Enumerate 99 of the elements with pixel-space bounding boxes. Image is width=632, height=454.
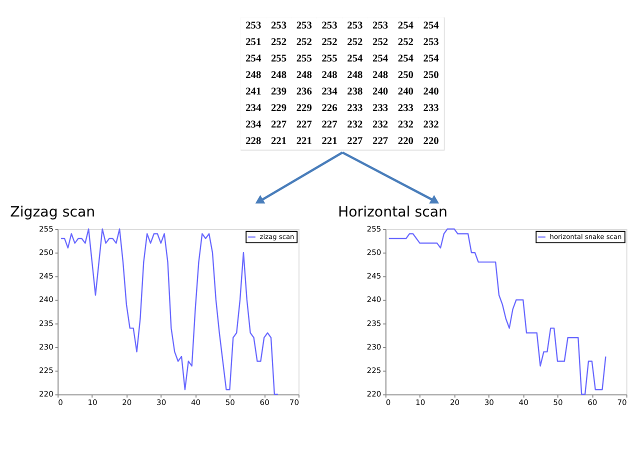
data-label: 253 (296, 20, 312, 32)
x-tick-label: 50 (225, 398, 236, 408)
data-label: 233 (423, 103, 439, 114)
data-label: 228 (246, 136, 262, 148)
data-label: 254 (423, 20, 439, 32)
data-label: 233 (372, 103, 388, 114)
x-tick-label: 60 (588, 398, 598, 408)
data-label: 250 (423, 70, 439, 82)
data-label: 248 (246, 70, 262, 82)
data-label: 226 (322, 103, 338, 114)
x-tick-label: 20 (450, 398, 460, 408)
data-label: 253 (372, 20, 388, 32)
data-label: 221 (322, 136, 338, 148)
data-label: 234 (246, 103, 262, 114)
y-tick-label: 225 (38, 366, 54, 376)
data-label: 254 (423, 54, 439, 65)
y-tick-label: 240 (38, 295, 54, 304)
data-label: 254 (347, 54, 363, 65)
data-label: 240 (423, 86, 439, 98)
x-tick-label: 0 (58, 398, 64, 408)
data-label: 252 (270, 37, 287, 48)
data-label: 240 (398, 86, 414, 98)
data-label: 255 (270, 54, 287, 65)
data-label: 252 (372, 37, 388, 48)
data-label: 255 (296, 54, 312, 65)
data-label: 227 (270, 120, 287, 131)
data-label: 252 (347, 37, 363, 48)
y-tick-label: 250 (366, 248, 382, 257)
line-series (60, 228, 278, 395)
data-label: 252 (322, 37, 338, 48)
y-tick-label: 230 (38, 342, 54, 352)
data-label: 227 (372, 136, 388, 148)
data-label: 248 (296, 70, 312, 82)
data-label: 227 (296, 120, 312, 131)
x-tick-label: 0 (386, 398, 391, 408)
data-label: 232 (398, 120, 414, 131)
x-tick-label: 70 (289, 398, 300, 408)
chart-title: Horizontal scan (338, 204, 448, 221)
x-tick-label: 30 (484, 398, 494, 408)
line-series (388, 228, 606, 395)
x-tick-label: 60 (260, 398, 270, 408)
data-label: 254 (246, 54, 262, 65)
data-label: 254 (398, 20, 414, 32)
y-tick-label: 255 (38, 224, 54, 234)
data-label: 233 (398, 103, 414, 114)
data-label: 229 (270, 103, 287, 114)
x-tick-label: 30 (156, 398, 166, 408)
data-label: 255 (322, 54, 338, 65)
y-tick-label: 225 (366, 366, 382, 376)
y-tick-label: 245 (38, 272, 54, 281)
data-label: 251 (246, 37, 262, 48)
data-label: 253 (246, 20, 262, 32)
data-label: 254 (372, 54, 388, 65)
y-tick-label: 245 (366, 272, 382, 281)
chart-title: Zigzag scan (10, 204, 96, 221)
data-label: 253 (423, 37, 439, 48)
data-label: 253 (322, 20, 338, 32)
x-tick-label: 20 (122, 398, 132, 408)
y-tick-label: 255 (366, 224, 382, 234)
data-label: 221 (270, 136, 287, 148)
x-tick-label: 40 (190, 398, 201, 408)
data-label: 232 (372, 120, 388, 131)
y-tick-label: 235 (366, 318, 382, 328)
x-tick-label: 10 (88, 398, 98, 408)
data-label: 220 (423, 136, 439, 148)
y-tick-label: 230 (366, 342, 382, 352)
x-tick-label: 50 (553, 398, 563, 408)
data-label: 254 (398, 54, 414, 65)
y-tick-label: 220 (366, 390, 382, 399)
data-label: 229 (296, 103, 312, 114)
data-label: 248 (347, 70, 363, 82)
data-label: 250 (398, 70, 414, 82)
data-label: 252 (296, 37, 312, 48)
x-tick-label: 40 (518, 398, 529, 408)
data-label: 241 (246, 86, 262, 98)
data-label: 221 (296, 136, 312, 148)
data-label: 239 (270, 86, 287, 98)
data-label: 238 (347, 86, 363, 98)
data-label: 253 (347, 20, 363, 32)
data-label: 252 (398, 37, 414, 48)
data-label: 253 (270, 20, 287, 32)
x-tick-label: 10 (416, 398, 426, 408)
y-tick-label: 235 (38, 318, 54, 328)
y-tick-label: 250 (38, 248, 54, 257)
data-label: 248 (372, 70, 388, 82)
data-label: 234 (246, 120, 262, 131)
data-label: 232 (347, 120, 363, 131)
data-label: 227 (347, 136, 363, 148)
data-label: 248 (322, 70, 338, 82)
data-label: 236 (296, 86, 312, 98)
y-tick-label: 240 (366, 295, 382, 304)
data-label: 248 (270, 70, 287, 82)
data-label: 220 (398, 136, 414, 148)
x-tick-label: 70 (617, 398, 627, 408)
data-label: 227 (322, 120, 338, 131)
data-label: 232 (423, 120, 439, 131)
data-label: 233 (347, 103, 363, 114)
y-tick-label: 220 (38, 390, 54, 399)
data-label: 234 (322, 86, 338, 98)
